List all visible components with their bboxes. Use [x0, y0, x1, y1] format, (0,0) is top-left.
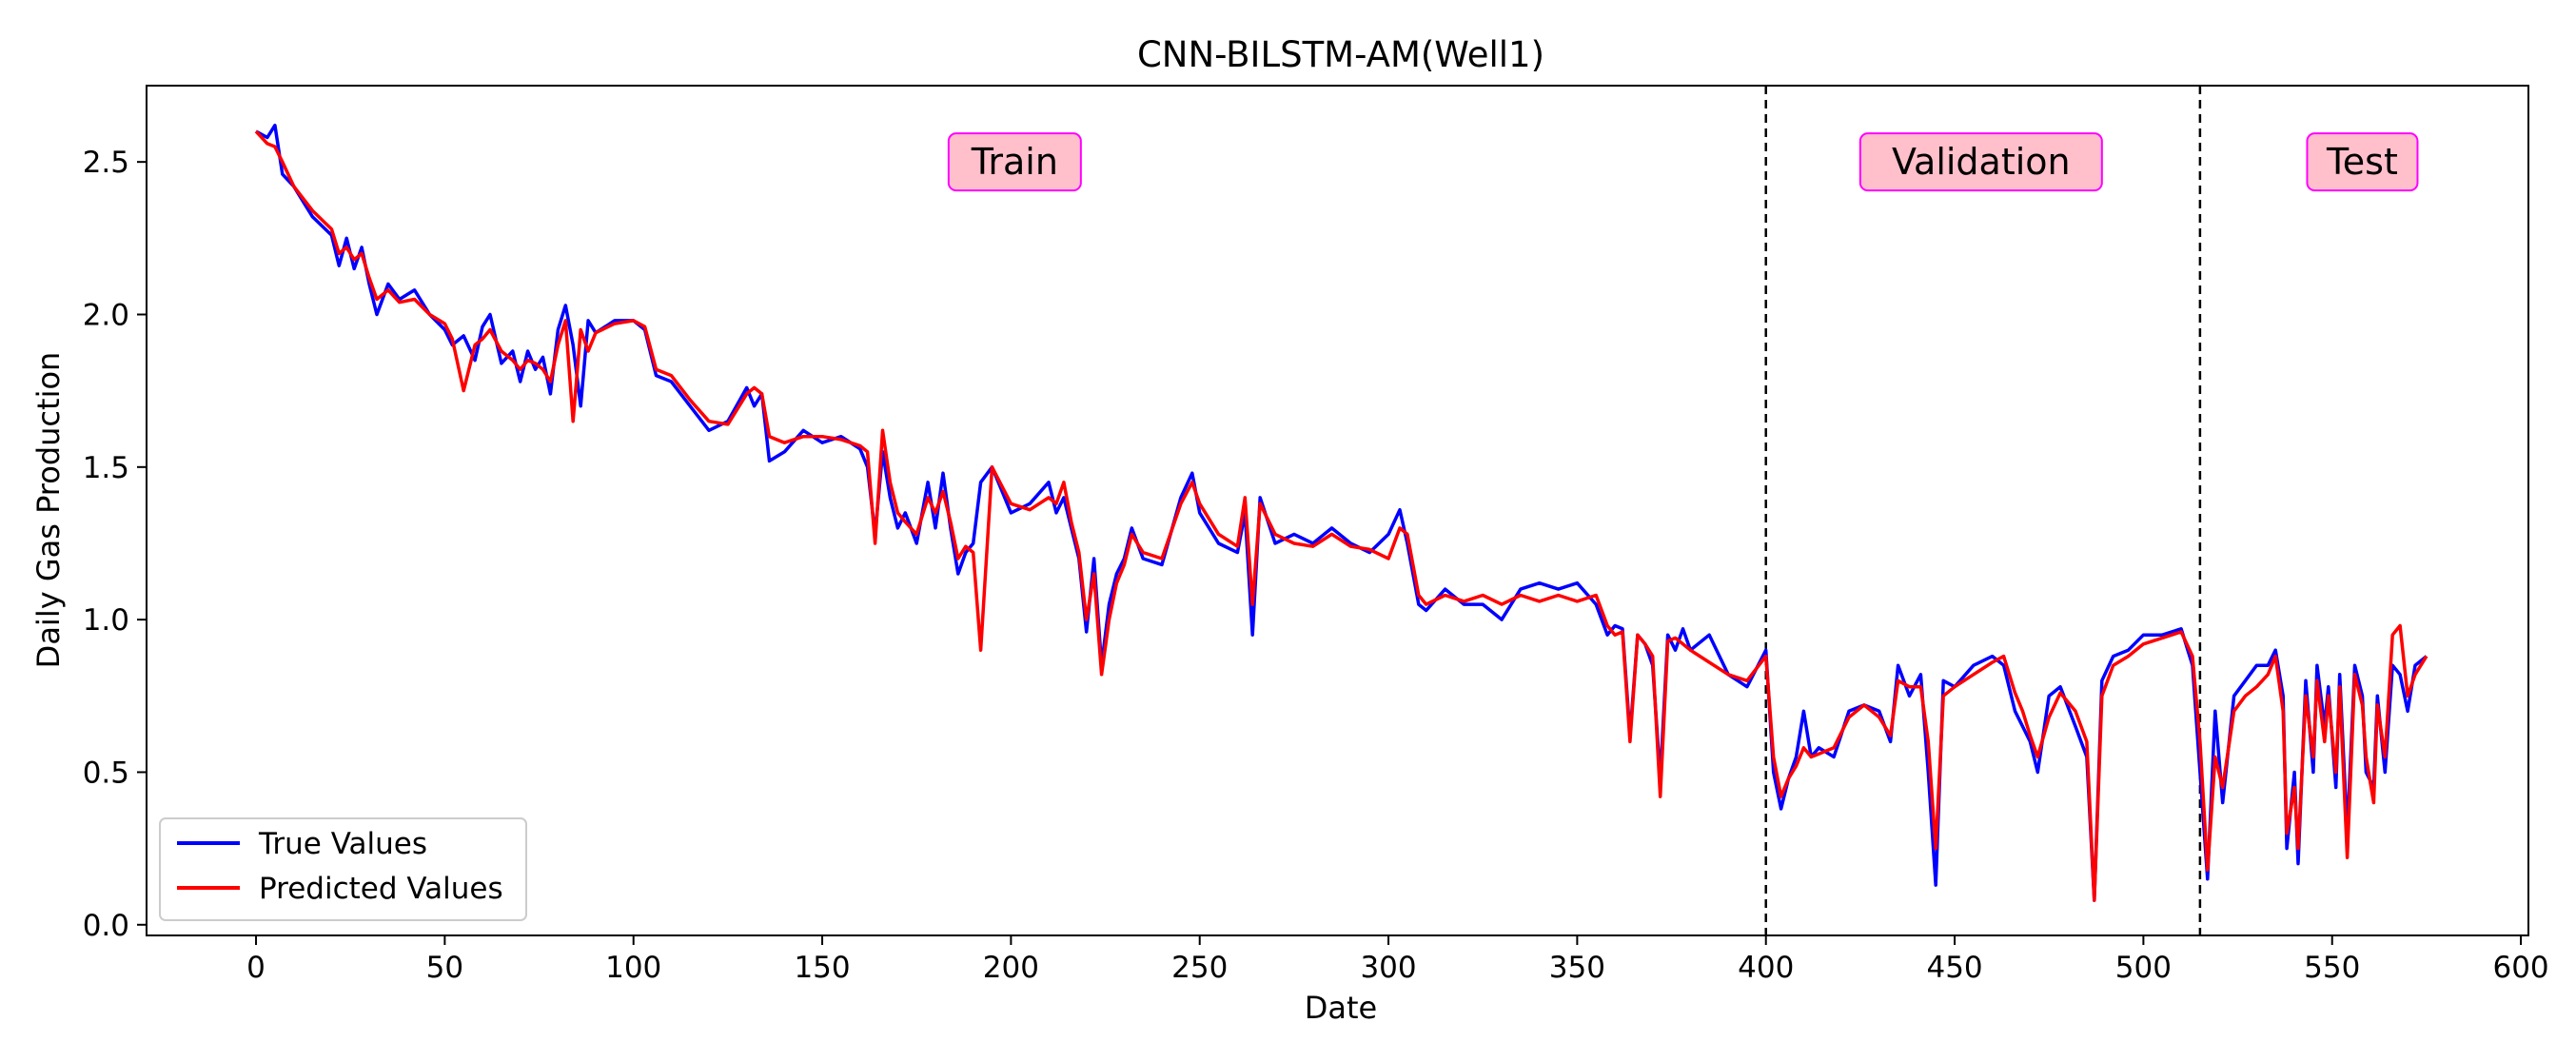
plot-area-frame — [146, 85, 2529, 936]
x-tick-label: 50 — [426, 951, 463, 985]
region-label: Train — [971, 141, 1058, 183]
x-tick-label: 150 — [794, 951, 850, 985]
y-tick-label: 0.5 — [83, 756, 129, 790]
legend-label-true: True Values — [258, 827, 427, 861]
y-tick-label: 2.5 — [83, 146, 129, 180]
x-tick-label: 500 — [2115, 951, 2172, 985]
chart-title: CNN-BILSTM-AM(Well1) — [1137, 34, 1544, 75]
split-lines — [1764, 86, 2202, 935]
x-tick-label: 350 — [1549, 951, 1605, 985]
legend: True Values Predicted Values — [159, 817, 527, 921]
x-tick-label: 0 — [246, 951, 265, 985]
y-axis-label: Daily Gas Production — [30, 352, 67, 669]
y-tick-label: 2.0 — [83, 298, 129, 332]
x-tick-label: 450 — [1926, 951, 1982, 985]
series-lines — [254, 123, 2429, 902]
x-tick-label: 300 — [1360, 951, 1416, 985]
x-tick-label: 550 — [2304, 951, 2360, 985]
region-label-box — [2306, 132, 2419, 192]
region-label: Validation — [1892, 141, 2071, 183]
predicted-values-line — [254, 129, 2429, 902]
axis-ticks: 0 50 100 150 200 250 300 350 400 450 500 550 600 0.0 0… — [83, 146, 2549, 985]
x-tick-label: 200 — [983, 951, 1039, 985]
x-tick-label: 100 — [605, 951, 661, 985]
x-axis-label: Date — [1305, 990, 1377, 1026]
y-tick-label: 1.5 — [83, 451, 129, 485]
region-labels: Train Validation Test — [947, 132, 2419, 192]
x-tick-label: 400 — [1738, 951, 1794, 985]
y-tick-label: 1.0 — [83, 603, 129, 638]
y-tick-label: 0.0 — [83, 909, 129, 943]
region-label-box — [1858, 132, 2103, 192]
x-tick-label: 250 — [1171, 951, 1228, 985]
legend-label-predicted: Predicted Values — [259, 872, 503, 906]
legend-box — [159, 817, 527, 921]
x-tick-label: 600 — [2492, 951, 2548, 985]
true-values-line — [255, 123, 2428, 902]
region-label-box — [947, 132, 1082, 192]
region-label: Test — [2326, 141, 2398, 183]
